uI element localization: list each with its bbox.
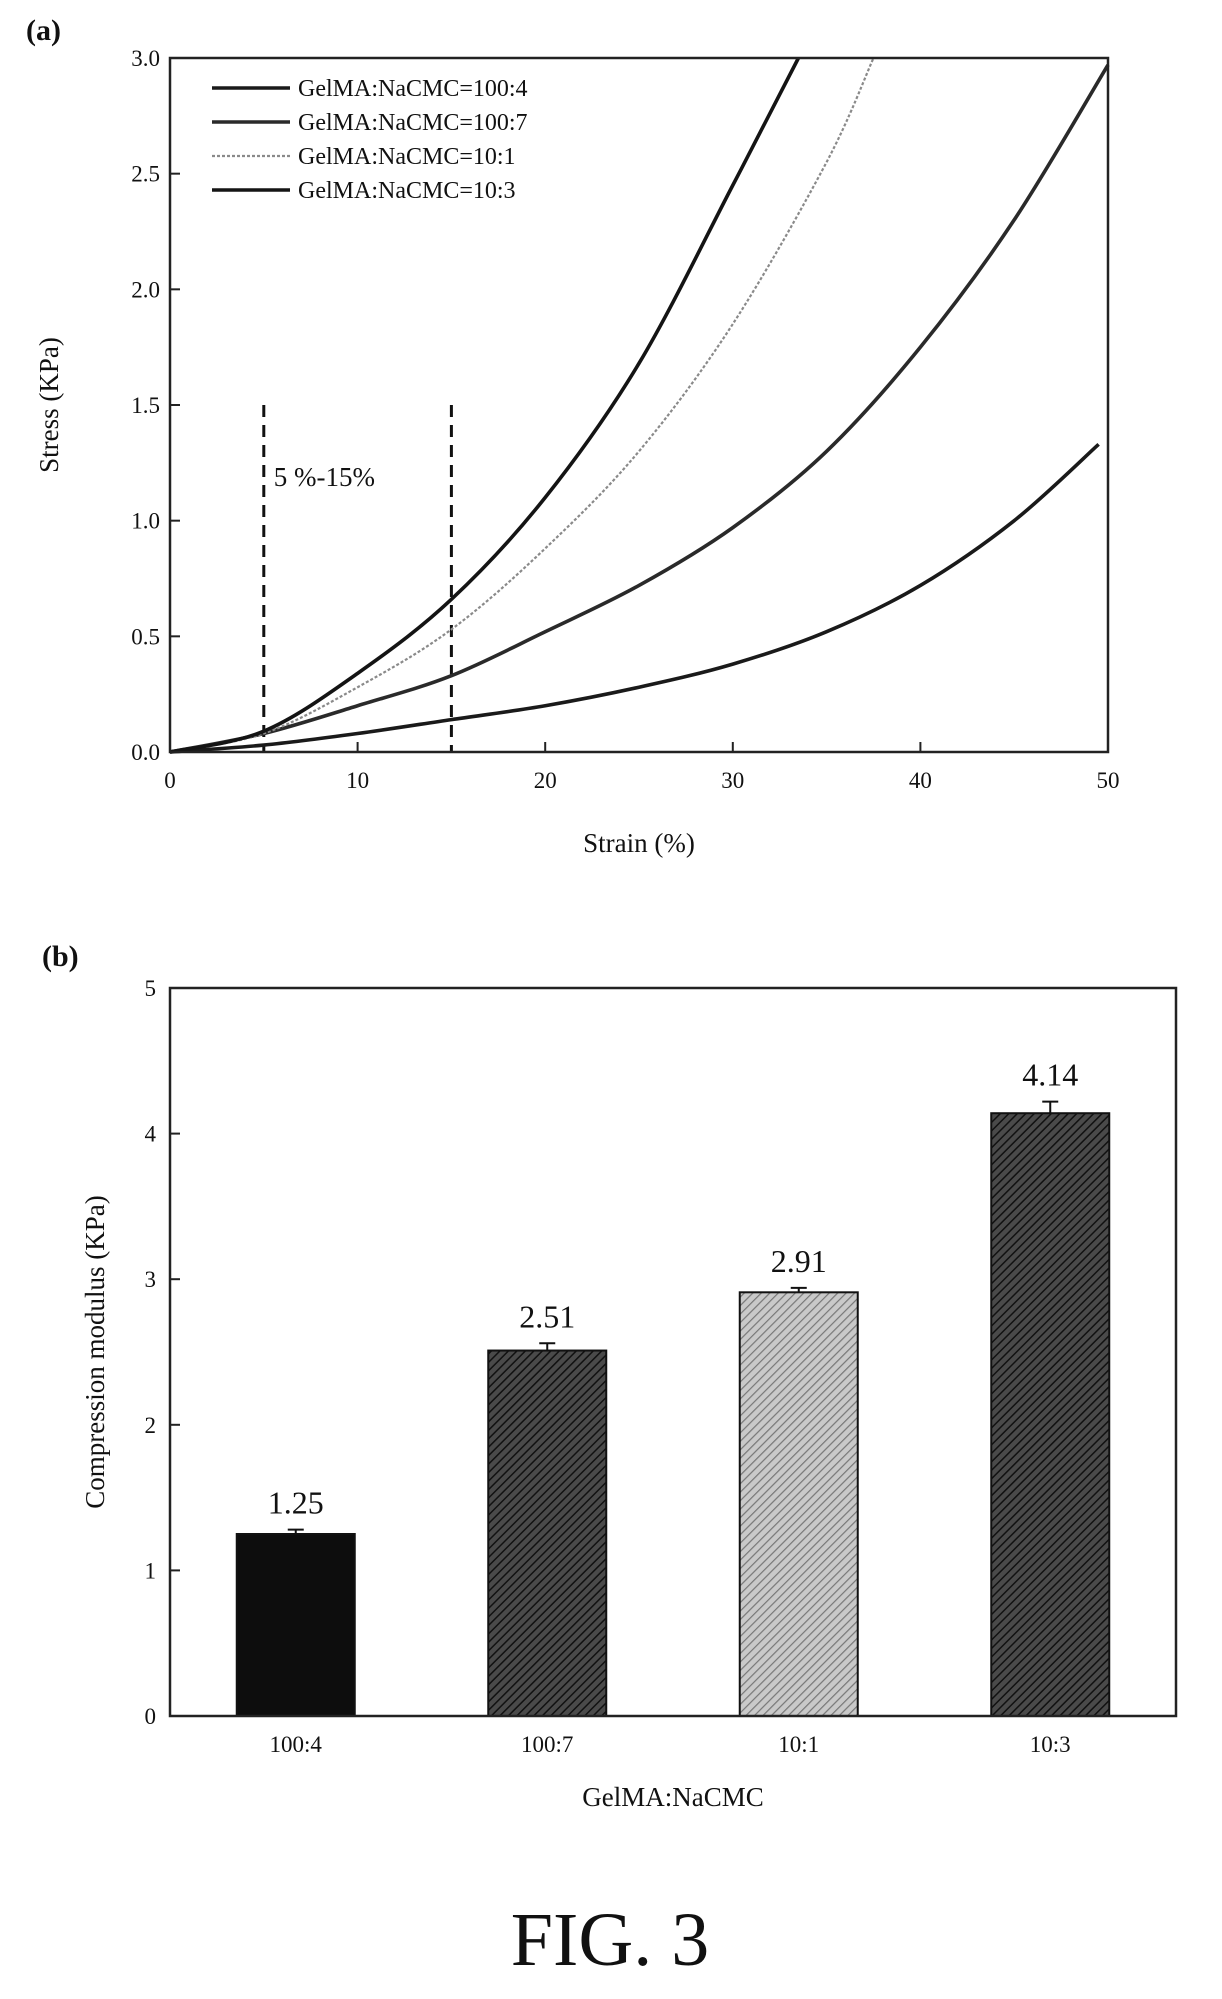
panel-a-label: (a) bbox=[26, 14, 61, 47]
y-tick-label: 0 bbox=[145, 1704, 157, 1729]
series-line-0 bbox=[169, 442, 1100, 754]
y-tick-label: 2.5 bbox=[131, 162, 160, 187]
y-tick-label: 3.0 bbox=[131, 46, 160, 71]
panel-a-annotation-layer bbox=[262, 405, 453, 752]
x-tick-label: 0 bbox=[164, 768, 176, 793]
y-tick-label: 4 bbox=[145, 1122, 157, 1147]
bar-10-1 bbox=[738, 1291, 859, 1717]
panel-a-y-axis-label: Stress (KPa) bbox=[34, 337, 64, 473]
bar-value-label: 4.14 bbox=[1022, 1057, 1078, 1093]
x-tick-label: 40 bbox=[909, 768, 932, 793]
x-tick-label: 30 bbox=[721, 768, 744, 793]
strain-range-annotation: 5 %-15% bbox=[274, 462, 375, 492]
bar-value-label: 1.25 bbox=[268, 1485, 324, 1521]
bar-value-label: 2.51 bbox=[519, 1298, 575, 1334]
figure-caption: FIG. 3 bbox=[511, 1898, 709, 1982]
panel-a-legend: GelMA:NaCMC=100:4 GelMA:NaCMC=100:7 GelMA:… bbox=[212, 76, 528, 204]
x-tick-label: 50 bbox=[1097, 768, 1120, 793]
legend-entry-1: GelMA:NaCMC=100:7 bbox=[298, 110, 528, 136]
x-tick-label: 10 bbox=[346, 768, 369, 793]
y-tick-label: 0.0 bbox=[131, 740, 160, 765]
line-chart-panel-a: (a) 0 10 20 30 40 50 0.0 0.5 1.0 1.5 2.0 2.5 3.0 Gel… bbox=[26, 14, 1120, 858]
series-line-2 bbox=[169, 57, 875, 754]
y-tick-label: 3 bbox=[145, 1267, 157, 1292]
bar-value-label: 2.91 bbox=[771, 1243, 827, 1279]
legend-entry-0: GelMA:NaCMC=100:4 bbox=[298, 76, 528, 102]
y-tick-label: 0.5 bbox=[131, 624, 160, 649]
panel-a-ticks: 0 10 20 30 40 50 0.0 0.5 1.0 1.5 2.0 2.5 3.0 bbox=[131, 46, 1119, 793]
bar-100-4 bbox=[235, 1533, 356, 1717]
y-tick-label: 1.5 bbox=[131, 393, 160, 418]
panel-a-x-axis-label: Strain (%) bbox=[583, 828, 695, 858]
series-line-1 bbox=[169, 64, 1110, 754]
panel-a-series-layer bbox=[169, 57, 1110, 754]
y-tick-label: 5 bbox=[145, 976, 157, 1001]
panel-b-bars: 1.25 100:4 2.51 100:7 2.91 10:1 4.14 10:3 bbox=[235, 1057, 1111, 1757]
y-tick-label: 1 bbox=[145, 1558, 157, 1583]
panel-b-ticks: 0 1 2 3 4 5 bbox=[145, 976, 180, 1729]
x-tick-label: 10:3 bbox=[1030, 1732, 1071, 1757]
x-tick-label: 10:1 bbox=[778, 1732, 819, 1757]
bar-10-3 bbox=[990, 1112, 1111, 1717]
x-tick-label: 100:4 bbox=[270, 1732, 323, 1757]
x-tick-label: 20 bbox=[534, 768, 557, 793]
series-line-3 bbox=[169, 57, 801, 754]
bar-100-7 bbox=[487, 1349, 608, 1717]
bar-chart-panel-b: (b) 1.25 100:4 2.51 100:7 2.91 10:1 4.14 10:3 0… bbox=[42, 940, 1178, 1812]
y-tick-label: 2 bbox=[145, 1413, 157, 1438]
panel-b-x-axis-label: GelMA:NaCMC bbox=[582, 1782, 764, 1812]
panel-b-plot-frame bbox=[168, 986, 1178, 1718]
legend-entry-3: GelMA:NaCMC=10:3 bbox=[298, 178, 516, 204]
y-tick-label: 2.0 bbox=[131, 277, 160, 302]
legend-entry-2: GelMA:NaCMC=10:1 bbox=[298, 144, 516, 170]
panel-b-y-axis-label: Compression modulus (KPa) bbox=[80, 1195, 110, 1509]
panel-b-label: (b) bbox=[42, 940, 79, 973]
y-tick-label: 1.0 bbox=[131, 509, 160, 534]
x-tick-label: 100:7 bbox=[521, 1732, 573, 1757]
